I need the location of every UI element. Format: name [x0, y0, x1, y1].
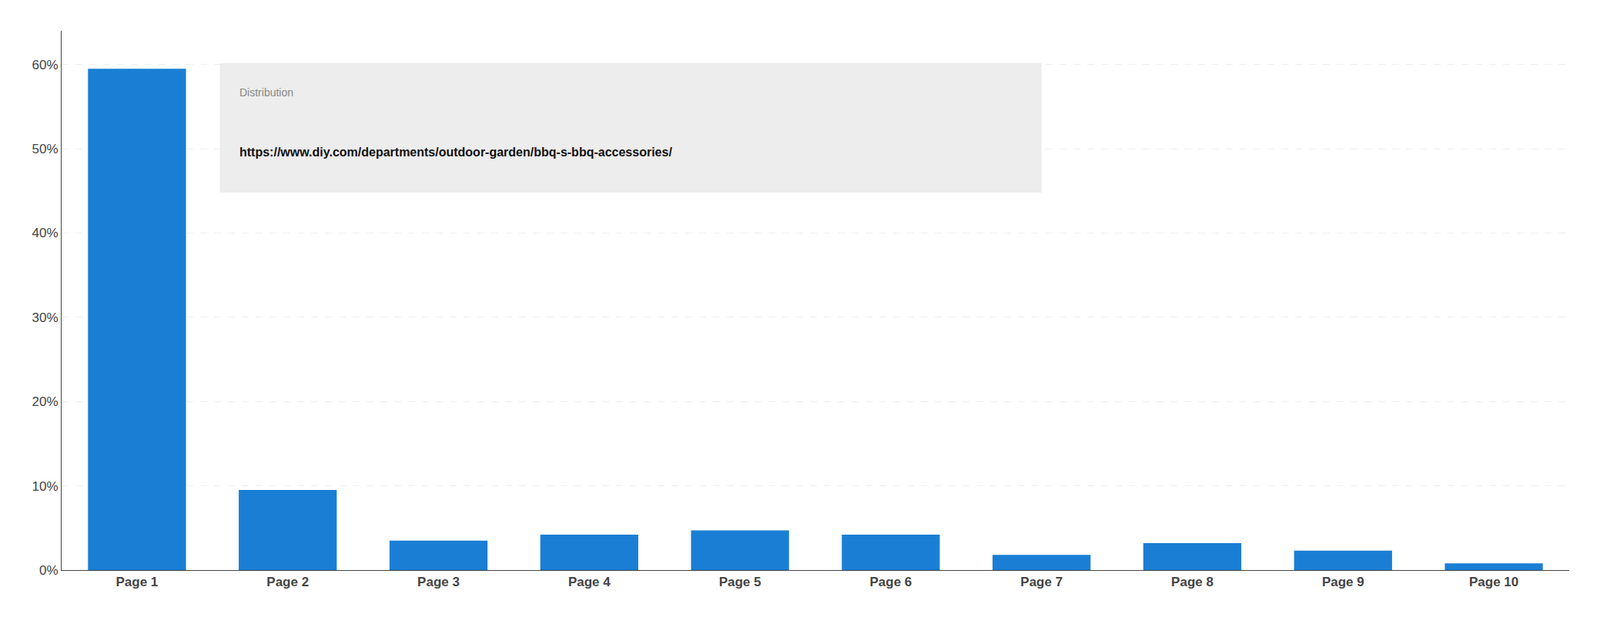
svg-text:Page 9: Page 9: [1322, 574, 1365, 590]
svg-text:Page 5: Page 5: [719, 574, 762, 590]
svg-text:Page 6: Page 6: [869, 574, 912, 590]
svg-text:60%: 60%: [32, 57, 59, 73]
svg-text:Page 10: Page 10: [1469, 574, 1519, 590]
svg-text:Page 3: Page 3: [417, 574, 460, 590]
svg-text:10%: 10%: [32, 478, 59, 494]
svg-text:Distribution: Distribution: [239, 86, 294, 99]
svg-text:40%: 40%: [32, 225, 59, 241]
svg-text:https://www.diy.com/department: https://www.diy.com/departments/outdoor-…: [239, 145, 673, 159]
svg-text:Page 2: Page 2: [266, 574, 309, 590]
svg-text:20%: 20%: [32, 394, 59, 409]
svg-text:Page 1: Page 1: [115, 574, 158, 590]
svg-text:50%: 50%: [32, 141, 59, 157]
svg-text:Page 8: Page 8: [1171, 574, 1214, 590]
svg-text:Page 7: Page 7: [1020, 574, 1063, 590]
svg-text:Page 4: Page 4: [568, 574, 611, 590]
svg-text:30%: 30%: [32, 310, 59, 325]
svg-text:0%: 0%: [39, 562, 59, 578]
